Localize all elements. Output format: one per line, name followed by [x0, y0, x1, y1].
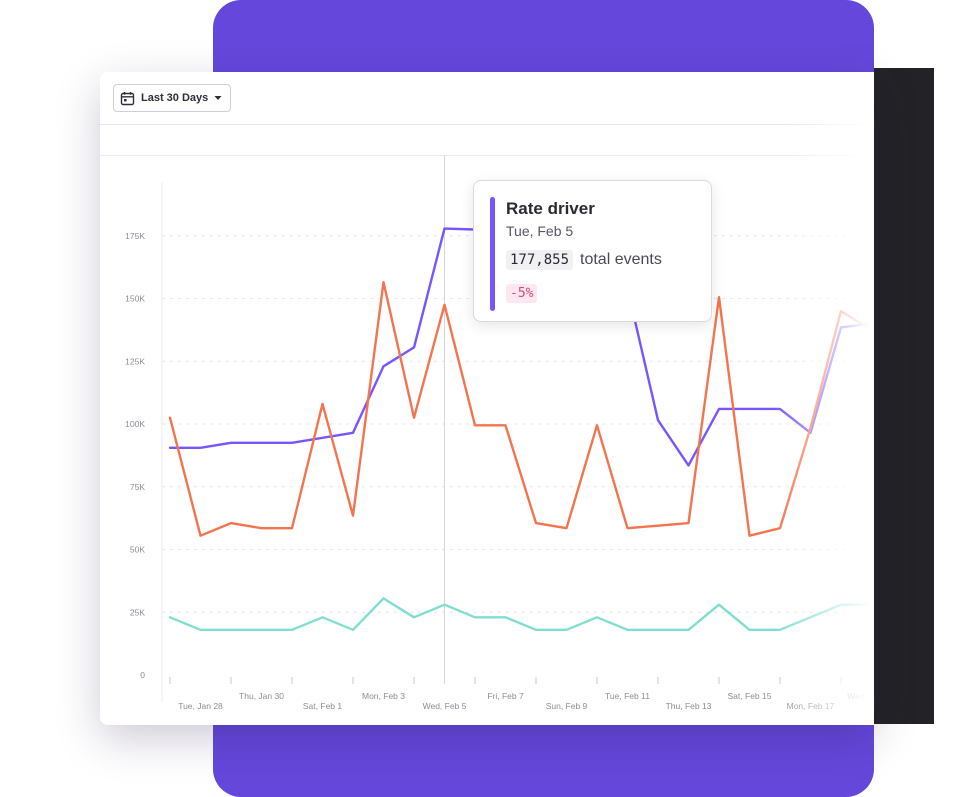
x-tick-label: Wed, Feb 5 — [423, 701, 467, 711]
x-tick-label: Fri, Feb 7 — [487, 691, 524, 701]
x-tick-label: Thu, Feb 13 — [666, 701, 712, 711]
background-dark-panel — [874, 68, 934, 724]
tooltip-series-color — [490, 197, 495, 311]
x-tick-label: Tue, Feb 11 — [605, 691, 650, 701]
tooltip-value: 177,855 — [506, 250, 574, 270]
date-range-dropdown[interactable]: Last 30 Days — [113, 84, 232, 112]
date-range-label: Last 30 Days — [141, 92, 209, 104]
x-tick-label: Mon, Feb 17 — [787, 701, 835, 711]
tooltip-value-row: 177,855 total events — [506, 250, 662, 270]
caret-down-icon — [214, 95, 222, 101]
y-tick-label: 175K — [125, 231, 145, 241]
series-line-3 — [168, 597, 873, 631]
y-tick-label: 150K — [125, 294, 145, 304]
y-tick-label: 75K — [130, 482, 145, 492]
toolbar-secondary — [100, 125, 874, 156]
x-tick-label: Wed, Feb 19 — [847, 691, 874, 701]
report-card: Last 30 Days 0 25K 50K 75K 100K 125K 150K 175K T… — [100, 72, 874, 725]
y-tick-label: 50K — [130, 545, 145, 555]
calendar-icon — [120, 91, 135, 106]
tooltip-date: Tue, Feb 5 — [506, 223, 574, 239]
x-tick-label: Sat, Feb 15 — [728, 691, 772, 701]
y-tick-label: 125K — [125, 356, 145, 366]
y-tick-label: 100K — [125, 419, 145, 429]
x-tick-label: Mon, Feb 3 — [362, 691, 405, 701]
chart-tooltip: Rate driver Tue, Feb 5 177,855 total eve… — [473, 180, 712, 322]
tooltip-change-badge: -5% — [506, 284, 538, 303]
y-tick-label: 0 — [140, 670, 145, 680]
tooltip-title: Rate driver — [506, 199, 595, 218]
tooltip-unit: total events — [580, 251, 662, 268]
y-tick-label: 25K — [130, 607, 145, 617]
line-chart: 0 25K 50K 75K 100K 125K 150K 175K Tue, Jan 28 Thu… — [125, 155, 874, 711]
toolbar: Last 30 Days — [100, 72, 874, 125]
x-tick-label: Thu, Jan 30 — [239, 691, 284, 701]
x-tick-label: Tue, Jan 28 — [178, 701, 223, 711]
x-tick-label: Sat, Feb 1 — [303, 701, 342, 711]
x-tick-label: Sun, Feb 9 — [546, 701, 588, 711]
series-line-2 — [168, 280, 873, 537]
